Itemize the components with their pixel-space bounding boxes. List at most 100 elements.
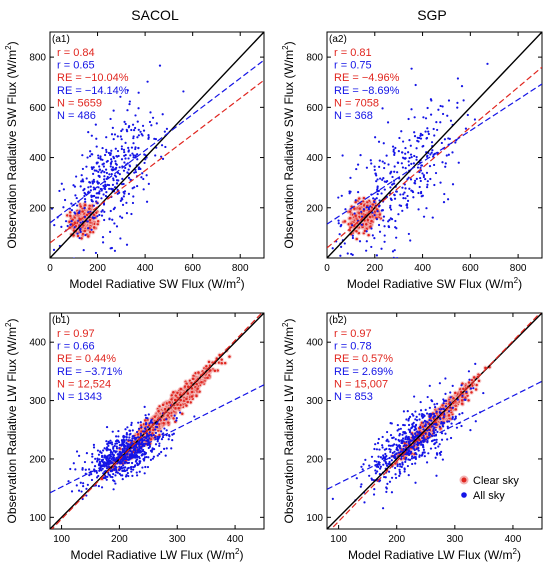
all-sky-point (143, 153, 146, 156)
all-sky-point (383, 240, 386, 243)
clear-sky-point (220, 358, 223, 361)
all-sky-point (410, 189, 413, 192)
clear-sky-point (149, 438, 153, 441)
all-sky-point (441, 112, 445, 116)
all-sky-point (393, 182, 396, 185)
all-sky-point (448, 137, 451, 140)
clear-sky-point (200, 381, 203, 384)
all-sky-point (409, 178, 413, 181)
all-sky-point (102, 165, 106, 168)
all-sky-point (115, 225, 119, 228)
all-sky-point (125, 212, 129, 215)
all-sky-point (109, 247, 112, 250)
all-sky-point (109, 209, 112, 213)
all-sky-point (422, 174, 426, 177)
all-sky-point (387, 220, 390, 223)
all-sky-point (109, 165, 112, 168)
all-sky-point (98, 168, 102, 171)
all-sky-point (375, 218, 379, 221)
all-sky-point (53, 224, 56, 227)
all-sky-point (385, 180, 388, 183)
all-sky-point (378, 165, 381, 169)
all-sky-point (380, 247, 383, 250)
all-sky-point (440, 141, 443, 145)
all-sky-point (115, 182, 119, 185)
clear-sky-point (83, 229, 87, 233)
all-sky-point (103, 170, 106, 174)
all-sky-point (101, 146, 104, 150)
x-axis-label: Model Radiative SW Flux (W/m2) (347, 276, 522, 291)
all-sky-point (412, 196, 415, 199)
all-sky-point (375, 174, 378, 177)
all-sky-point (337, 196, 340, 199)
all-sky-point (351, 224, 354, 227)
all-sky-point (90, 198, 93, 201)
all-sky-point (370, 162, 373, 165)
all-sky-point (69, 223, 72, 226)
all-sky-point (82, 249, 85, 252)
all-sky-point (340, 194, 343, 197)
all-sky-point (137, 167, 140, 171)
x-tick-label: 600 (462, 263, 479, 274)
all-sky-point (150, 124, 153, 127)
all-sky-point (112, 155, 115, 158)
clear-sky-point (354, 214, 357, 217)
all-sky-point (102, 184, 105, 187)
all-sky-point (371, 211, 374, 214)
y-tick-label: 200 (306, 203, 323, 214)
all-sky-point (108, 173, 111, 176)
all-sky-point (376, 186, 379, 190)
all-sky-point (417, 191, 420, 195)
all-sky-point (63, 198, 67, 202)
all-sky-point (425, 137, 428, 140)
all-sky-point (145, 200, 149, 203)
all-sky-point (400, 130, 403, 133)
clear-sky-point (358, 207, 361, 210)
stat-stats-clear-RE: RE = −10.04% (57, 72, 129, 84)
all-sky-point (426, 154, 429, 157)
all-sky-point (460, 85, 464, 88)
all-sky-point (393, 249, 396, 252)
all-sky-point (113, 222, 116, 225)
all-sky-point (141, 172, 144, 175)
all-sky-point (403, 191, 406, 194)
all-sky-point (101, 163, 104, 166)
all-sky-point (105, 191, 108, 194)
all-sky-point (447, 99, 451, 102)
all-sky-point (119, 215, 122, 218)
all-sky-point (154, 154, 157, 157)
all-sky-point (429, 153, 432, 156)
all-sky-point (415, 177, 418, 180)
all-sky-point (373, 214, 376, 217)
all-sky-point (131, 123, 135, 126)
all-sky-point (101, 241, 105, 244)
all-sky-point (86, 227, 90, 230)
all-sky-point (98, 190, 101, 193)
all-sky-point (111, 218, 114, 221)
all-sky-point (129, 154, 132, 157)
all-sky-point (93, 194, 96, 198)
all-sky-point (109, 162, 113, 165)
all-sky-point (439, 104, 442, 108)
all-sky-point (381, 178, 384, 181)
all-sky-point (413, 154, 416, 158)
all-sky-point (148, 120, 152, 124)
clear-sky-point (96, 220, 100, 223)
all-sky-point (383, 234, 386, 237)
all-sky-point (130, 128, 133, 132)
all-sky-point (120, 158, 124, 161)
all-sky-point (127, 192, 131, 195)
one-to-one-line (50, 32, 264, 258)
all-sky-point (103, 175, 106, 178)
all-sky-point (137, 166, 140, 169)
all-sky-point (83, 215, 87, 218)
clear-sky-point (81, 210, 84, 213)
clear-sky-point (190, 390, 194, 394)
all-sky-point (432, 127, 435, 131)
all-sky-point (84, 200, 87, 203)
clear-sky-point (362, 196, 366, 200)
all-sky-point (431, 149, 434, 152)
all-sky-point (142, 177, 145, 181)
